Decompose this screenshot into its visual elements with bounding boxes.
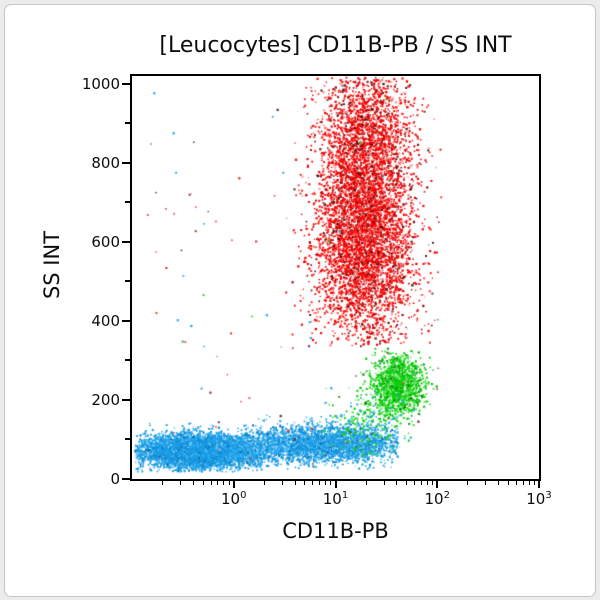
x-axis-label: CD11B-PB: [282, 519, 389, 543]
x-minor-tick: [304, 481, 306, 485]
y-minor-tick: [125, 122, 130, 125]
x-minor-tick: [210, 481, 212, 485]
x-minor-tick: [217, 481, 219, 485]
x-minor-tick: [467, 481, 469, 485]
x-minor-tick: [180, 481, 182, 485]
y-minor-tick: [125, 201, 130, 204]
x-minor-tick: [319, 481, 321, 485]
x-minor-tick: [365, 481, 367, 485]
y-tick-label: 400: [91, 311, 120, 330]
x-minor-tick: [294, 481, 296, 485]
x-major-tick: [232, 481, 235, 488]
y-major-tick: [122, 398, 130, 401]
x-minor-tick: [507, 481, 509, 485]
y-major-tick: [122, 319, 130, 322]
y-minor-tick: [125, 359, 130, 362]
x-minor-tick: [498, 481, 499, 485]
x-minor-tick: [192, 481, 194, 485]
y-major-tick: [122, 478, 130, 480]
y-major-tick: [122, 240, 130, 243]
x-minor-tick: [426, 481, 428, 485]
plot-area: [130, 74, 541, 481]
x-major-tick: [538, 481, 540, 488]
x-tick-label: 101: [322, 490, 349, 508]
x-minor-tick: [432, 481, 434, 485]
x-minor-tick: [383, 481, 385, 485]
y-tick-label: 600: [91, 232, 120, 251]
x-minor-tick: [406, 481, 408, 485]
scatter-canvas: [132, 76, 539, 479]
x-minor-tick: [485, 481, 487, 485]
y-minor-tick: [125, 438, 130, 441]
x-minor-tick: [414, 481, 416, 485]
x-tick-label: 103: [526, 490, 552, 508]
x-minor-tick: [228, 481, 230, 485]
x-tick-label: 100: [221, 490, 247, 508]
y-tick-label: 0: [110, 470, 120, 488]
y-axis-label: SS INT: [40, 230, 64, 300]
x-minor-tick: [528, 481, 530, 485]
y-tick-label: 800: [91, 153, 120, 172]
x-minor-tick: [396, 481, 398, 485]
y-major-tick: [122, 82, 130, 85]
x-tick-label: 102: [424, 490, 450, 508]
y-tick-label: 1000: [81, 74, 120, 93]
x-minor-tick: [281, 481, 283, 485]
x-minor-tick: [312, 481, 314, 485]
x-minor-tick: [325, 481, 327, 485]
x-minor-tick: [263, 481, 265, 485]
y-minor-tick: [125, 280, 130, 283]
x-minor-tick: [162, 481, 164, 485]
x-minor-tick: [202, 481, 204, 485]
x-minor-tick: [533, 481, 535, 485]
x-major-tick: [334, 481, 337, 488]
y-major-tick: [122, 161, 130, 164]
x-major-tick: [436, 481, 439, 488]
x-minor-tick: [223, 481, 225, 485]
y-tick-label: 200: [91, 390, 120, 409]
chart-title: [Leucocytes] CD11B-PB / SS INT: [159, 33, 512, 58]
x-minor-tick: [330, 481, 332, 485]
x-minor-tick: [420, 481, 422, 485]
x-minor-tick: [522, 481, 524, 485]
x-minor-tick: [515, 481, 517, 485]
